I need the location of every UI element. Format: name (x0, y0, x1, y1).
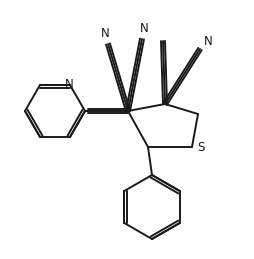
Text: S: S (197, 140, 205, 154)
Text: N: N (101, 26, 109, 40)
Text: N: N (140, 21, 148, 34)
Text: N: N (65, 77, 73, 90)
Text: N: N (204, 34, 212, 47)
